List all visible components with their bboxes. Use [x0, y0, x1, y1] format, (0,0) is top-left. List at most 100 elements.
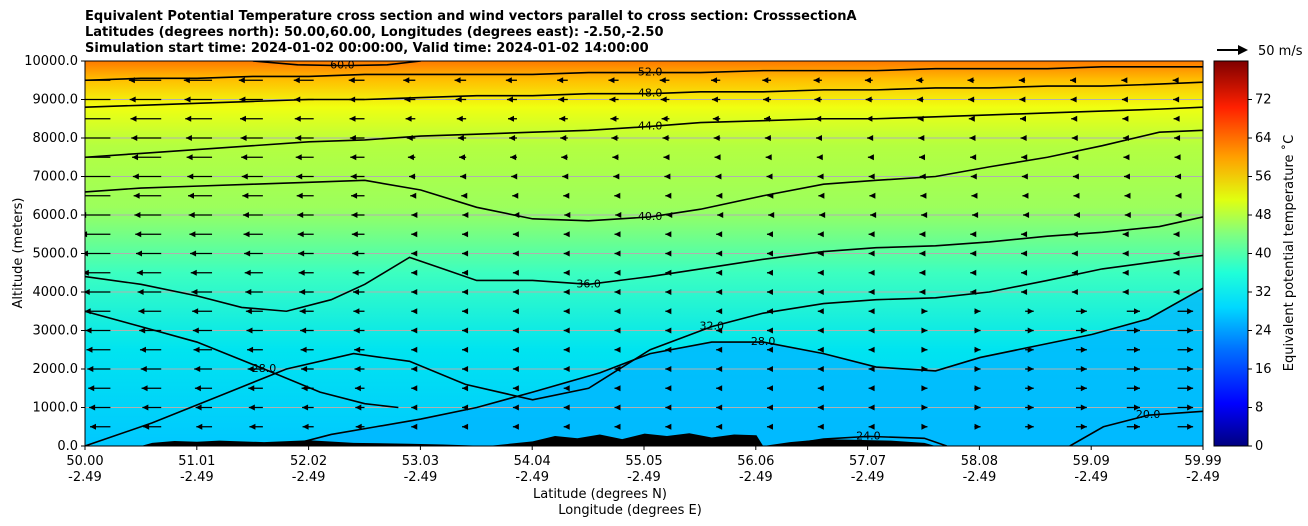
wind-vector-head: [132, 154, 139, 161]
wind-vector-head: [1187, 346, 1194, 353]
wind-vector-head: [512, 192, 519, 199]
wind-vector-head: [1133, 308, 1140, 315]
wind-vector-head: [974, 366, 981, 372]
wind-vector-head: [814, 96, 821, 103]
wind-vector-head: [665, 289, 672, 295]
wind-vector-head: [762, 77, 769, 84]
wind-vector-head: [299, 289, 306, 295]
wind-vector-head: [919, 289, 926, 295]
wind-vector-head: [247, 346, 254, 353]
wind-vector-head: [665, 404, 672, 411]
wind-vector-head: [350, 154, 357, 161]
y-tick-label: 8000.0: [33, 131, 79, 146]
wind-vector-head: [716, 366, 723, 372]
wind-vector-head: [817, 289, 824, 295]
wind-vector-head: [563, 346, 570, 353]
wind-vector-head: [184, 96, 191, 103]
wind-vector-head: [1070, 77, 1077, 84]
wind-vector-head: [868, 423, 875, 430]
wind-vector-head: [1123, 154, 1130, 161]
x-tick-label-lon: -2.49: [404, 470, 438, 485]
wind-vector-head: [296, 192, 303, 199]
wind-vector-head: [716, 385, 723, 392]
wind-vector-head: [717, 212, 724, 218]
wind-vector-head: [921, 385, 928, 392]
colorbar-tick-label: 56: [1255, 170, 1272, 185]
x-axis-label-latitude: Latitude (degrees N): [533, 487, 667, 502]
wind-vector-head: [1133, 346, 1140, 353]
wind-vector-head: [351, 192, 358, 199]
colorbar-tick-label: 40: [1255, 247, 1272, 262]
wind-vector-head: [817, 366, 824, 372]
wind-vector-head: [766, 173, 773, 180]
wind-vector-head: [511, 173, 518, 180]
wind-vector-head: [411, 404, 418, 411]
wind-vector-head: [191, 289, 198, 295]
wind-vector-head: [1021, 173, 1028, 180]
wind-vector-head: [353, 327, 360, 334]
wind-vector-head: [766, 250, 773, 257]
wind-vector-head: [1073, 192, 1080, 199]
wind-vector-head: [815, 135, 822, 141]
wind-vector-head: [921, 404, 928, 411]
x-tick-label-lat: 52.02: [290, 454, 327, 469]
wind-vector-head: [716, 250, 723, 257]
y-axis-label: Altitude (meters): [11, 198, 26, 309]
wind-key: 50 m/s: [1217, 44, 1303, 59]
wind-vector-head: [87, 366, 94, 372]
wind-vector-head: [293, 77, 300, 84]
wind-vector-head: [1027, 423, 1034, 430]
contour-40.0: [85, 129, 1203, 222]
wind-vector-head: [1021, 269, 1028, 276]
wind-vector-head: [868, 231, 875, 238]
x-tick-label-lat: 59.09: [1073, 454, 1110, 469]
wind-vector-head: [665, 192, 672, 199]
wind-vector-head: [714, 154, 721, 161]
wind-vector-head: [462, 250, 469, 257]
wind-vector-head: [462, 327, 469, 334]
wind-vector-head: [462, 212, 469, 218]
contour-label: 44.0: [638, 119, 663, 132]
wind-vector-head: [403, 77, 410, 84]
wind-vector-head: [462, 231, 469, 238]
wind-vector-head: [411, 327, 418, 334]
wind-vector-head: [868, 366, 875, 372]
wind-vector-head: [461, 192, 468, 199]
wind-vector-head: [563, 308, 570, 315]
x-tick-label-lon: -2.49: [180, 470, 214, 485]
wind-key-label: 50 m/s: [1258, 44, 1303, 59]
wind-vector-head: [609, 96, 616, 103]
wind-vector-head: [613, 173, 620, 180]
wind-vector-head: [351, 231, 358, 238]
wind-vector-head: [868, 385, 875, 392]
wind-vector-head: [766, 327, 773, 334]
wind-vector-head: [74, 77, 80, 83]
wind-vector-head: [1019, 115, 1026, 122]
wind-vector-head: [665, 308, 672, 315]
wind-vector-head: [970, 269, 977, 276]
wind-vector-head: [766, 366, 773, 372]
contour-label: 20.0: [1136, 408, 1161, 421]
wind-vector-head: [354, 385, 361, 392]
wind-vector-head: [974, 423, 981, 430]
wind-vector-head: [868, 404, 875, 411]
y-tick-label: 1000.0: [33, 401, 79, 416]
wind-vector-head: [716, 346, 723, 353]
wind-vector-head: [563, 404, 570, 411]
contour-label: 24.0: [856, 429, 881, 442]
wind-vector-head: [243, 231, 250, 238]
wind-vector-head: [185, 135, 192, 141]
wind-vector-head: [190, 250, 197, 257]
wind-vector-head: [192, 308, 199, 315]
wind-vector-head: [460, 173, 467, 180]
wind-vector-head: [614, 231, 621, 238]
wind-vector-head: [300, 327, 307, 334]
wind-vector-head: [1187, 423, 1194, 430]
plot-area: 20.0 24.0 28.0 28.0 32.0 36.0 40.0 44.0 48.0 52.0…: [74, 61, 1203, 446]
terrain: [85, 433, 1203, 446]
wind-vector-head: [137, 289, 144, 295]
wind-vector-head: [1022, 192, 1029, 199]
wind-vector-head: [868, 308, 875, 315]
wind-vector-head: [614, 192, 621, 199]
wind-vectors: [74, 77, 1194, 430]
